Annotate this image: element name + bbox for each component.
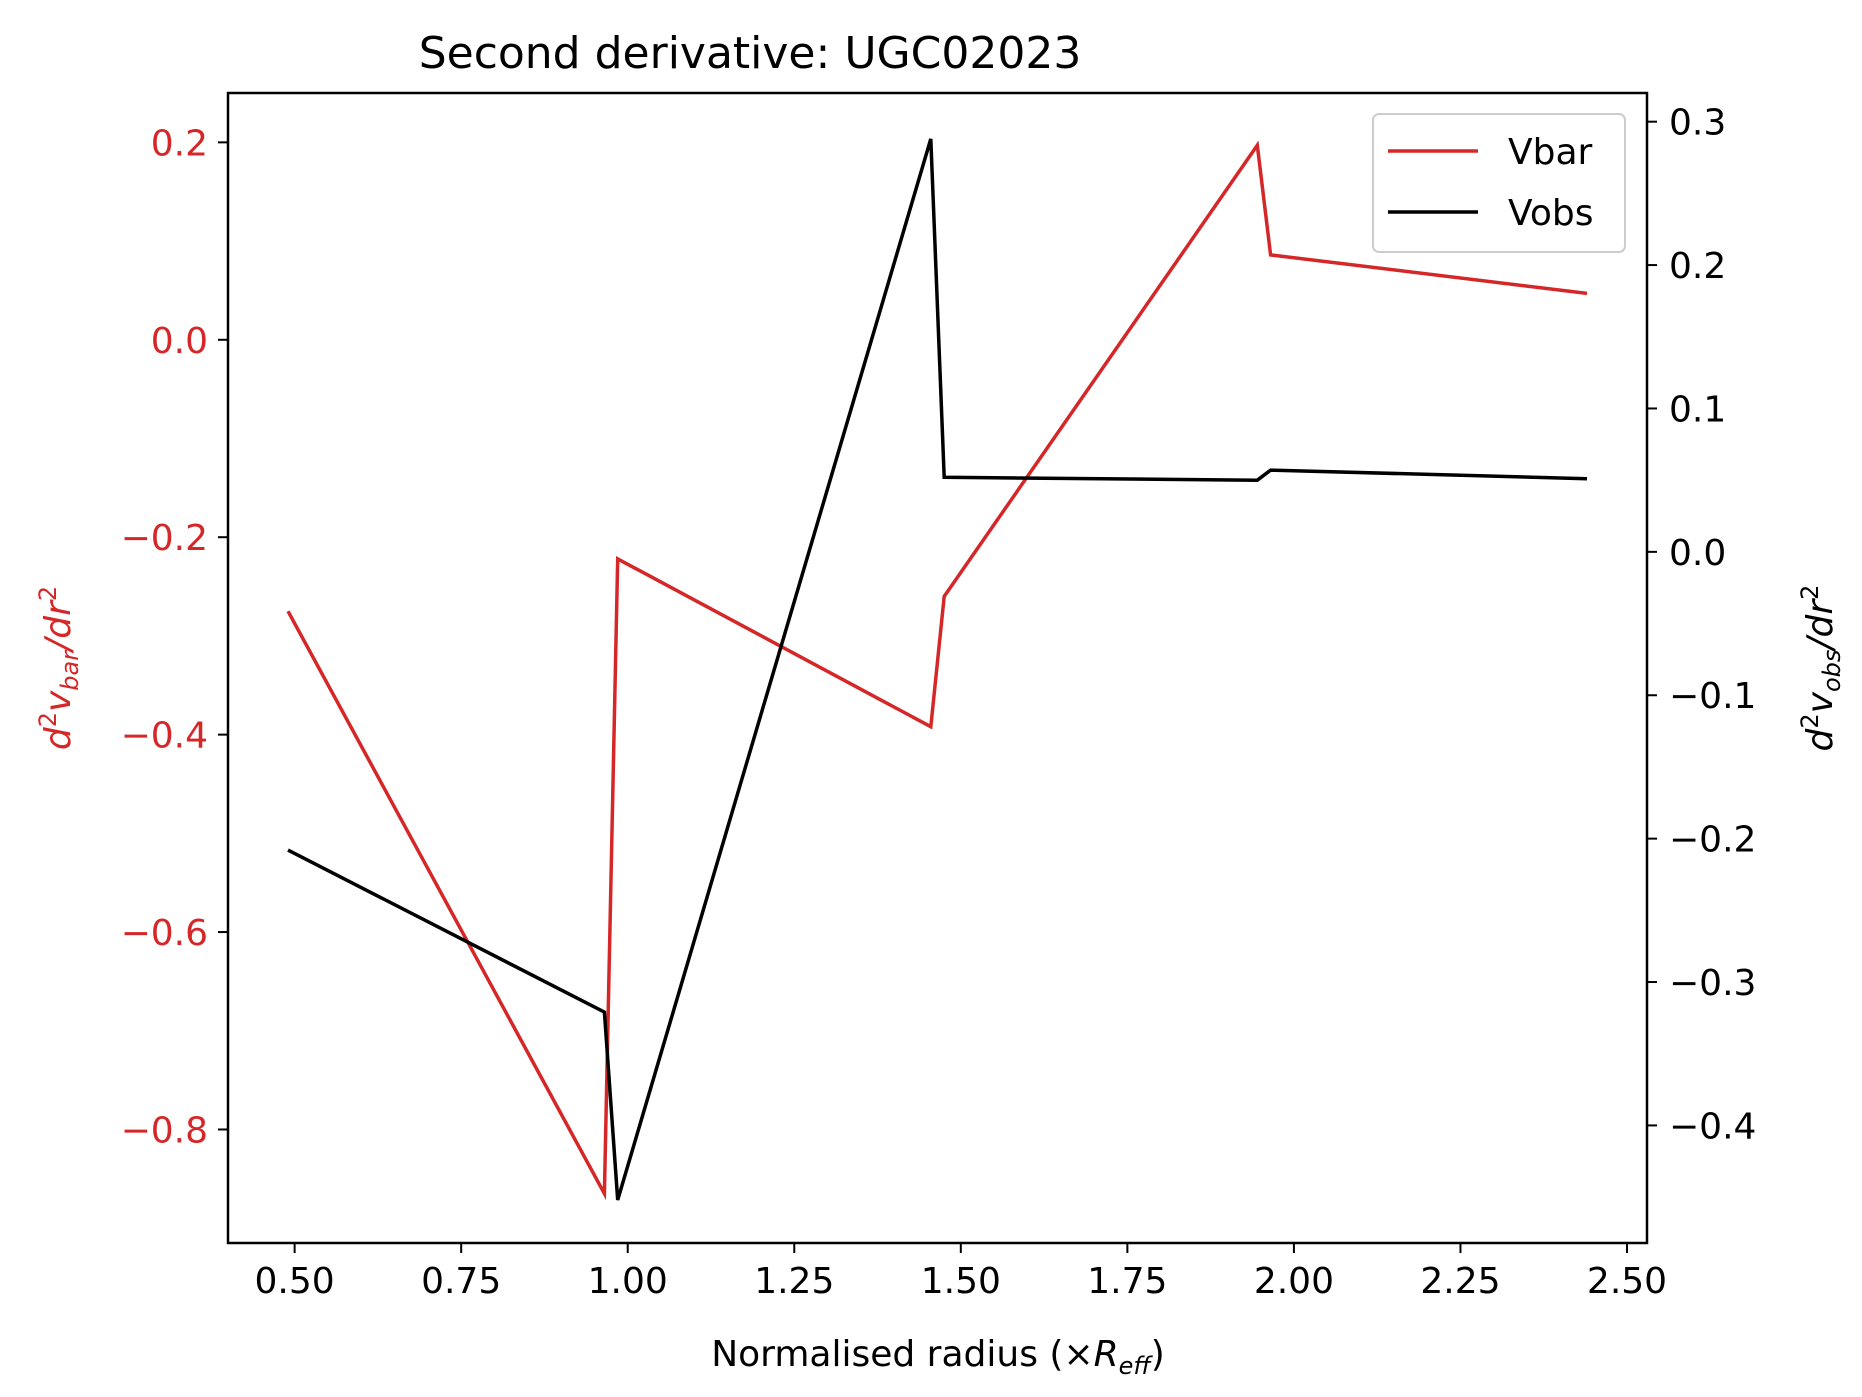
y-left-axis-label: d2vbar/dr2 (34, 586, 84, 750)
series-line-vbar (286, 140, 1588, 1201)
x-axis-label: Normalised radius (×Reff) (711, 1334, 1165, 1380)
y-left-tick-label: −0.8 (121, 1110, 208, 1151)
legend-box (1372, 113, 1626, 253)
x-tick-label: 1.50 (921, 1261, 1001, 1302)
y-right-tick-label: 0.3 (1669, 103, 1726, 144)
legend: Vbar Vobs (1372, 113, 1626, 253)
x-tick-label: 1.00 (588, 1261, 668, 1302)
y-right-tick-label: 0.1 (1669, 389, 1726, 430)
plot-frame (226, 91, 1649, 1245)
y-right-axis-label: d2vobs/dr2 (1796, 585, 1846, 752)
y-left-tick-label: −0.6 (121, 913, 208, 954)
x-tick-label: 1.75 (1087, 1261, 1167, 1302)
legend-label-vobs: Vobs (1508, 193, 1593, 234)
x-tick-label: 1.25 (754, 1261, 834, 1302)
series-line-vobs (287, 138, 1588, 1201)
x-tick-label: 2.25 (1420, 1261, 1500, 1302)
y-right-tick-label: −0.4 (1669, 1106, 1756, 1147)
y-right-tick-label: −0.1 (1669, 676, 1756, 717)
legend-label-vbar: Vbar (1508, 132, 1593, 173)
y-right-tick-label: −0.3 (1669, 963, 1756, 1004)
y-left-tick-label: 0.2 (151, 123, 208, 164)
y-right-tick-label: 0.0 (1669, 533, 1726, 574)
x-axis-ticks: 0.50 0.75 1.00 1.25 1.50 1.75 2.00 2.25 2.50 (255, 1243, 1667, 1302)
x-tick-label: 0.75 (421, 1261, 501, 1302)
chart-title: Second derivative: UGC02023 (419, 28, 1082, 79)
y-left-tick-label: 0.0 (151, 321, 208, 362)
y-left-tick-label: −0.2 (121, 518, 208, 559)
plot-lines (286, 138, 1588, 1201)
y-right-tick-label: 0.2 (1669, 246, 1726, 287)
x-tick-label: 2.50 (1587, 1261, 1667, 1302)
x-tick-label: 0.50 (255, 1261, 335, 1302)
x-tick-label: 2.00 (1254, 1261, 1334, 1302)
y-right-axis-ticks: −0.4 −0.3 −0.2 −0.1 0.0 0.1 0.2 0.3 (1647, 103, 1756, 1147)
y-right-tick-label: −0.2 (1669, 820, 1756, 861)
y-left-axis-ticks: −0.8 −0.6 −0.4 −0.2 0.0 0.2 (121, 123, 228, 1151)
y-left-tick-label: −0.4 (121, 716, 208, 757)
